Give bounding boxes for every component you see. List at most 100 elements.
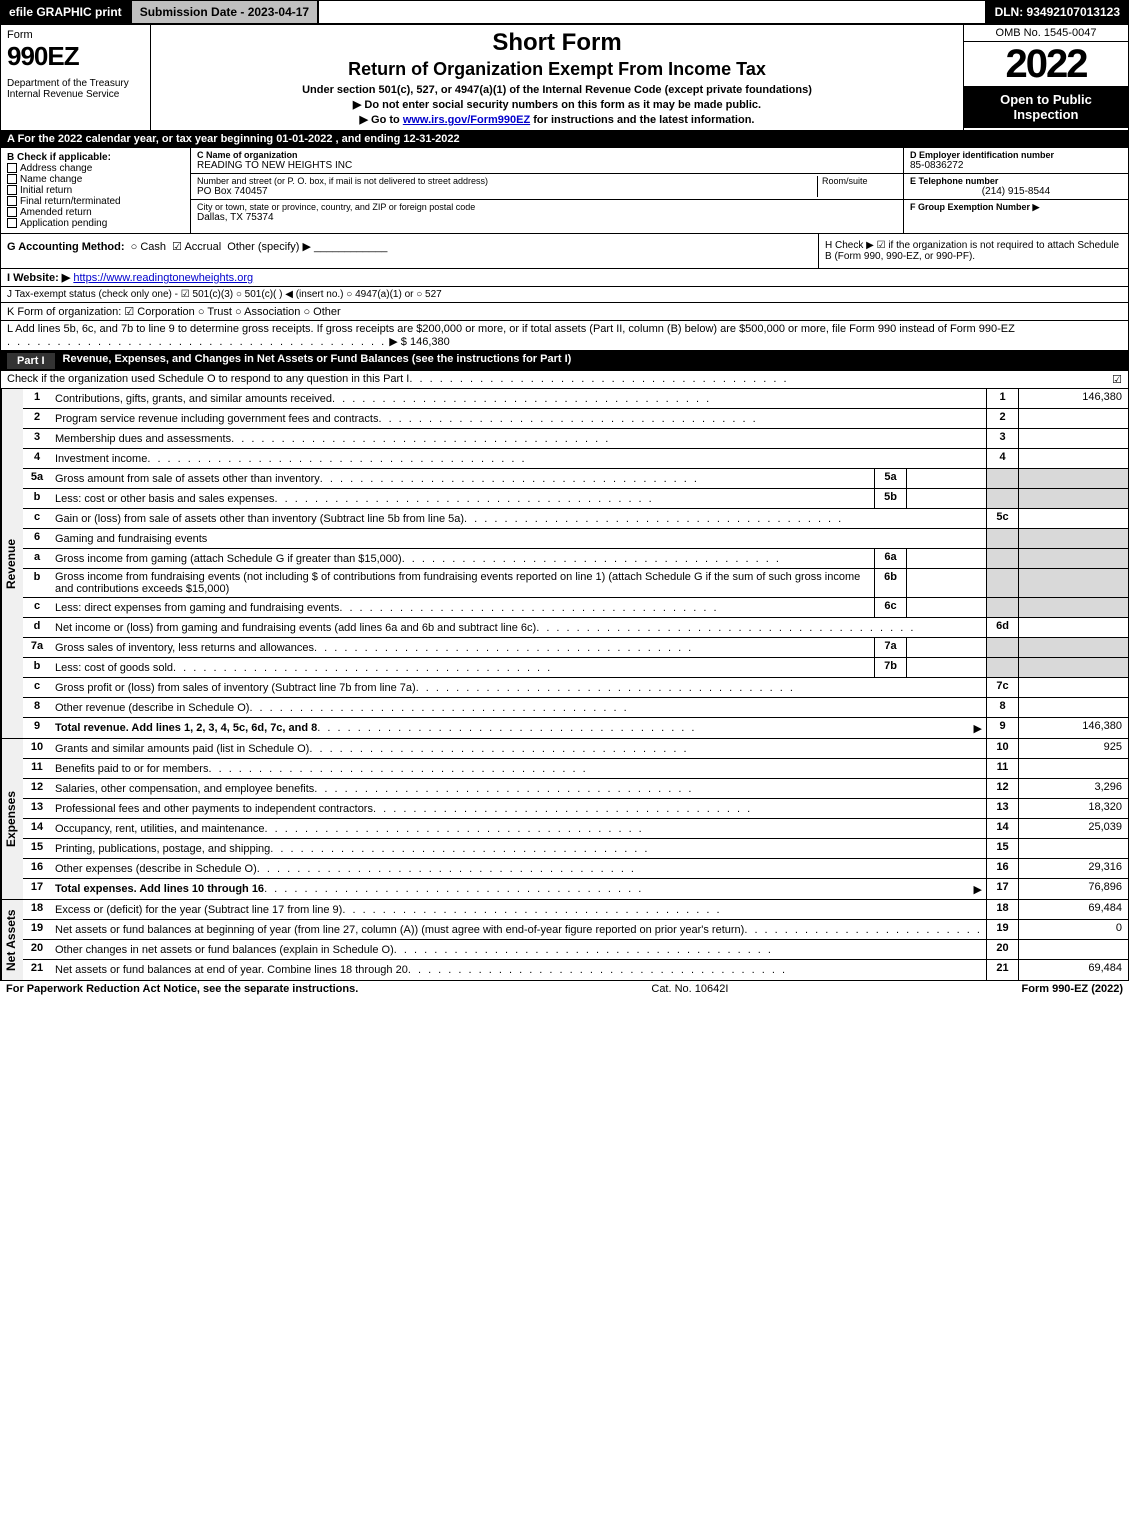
line-l-amount: ▶ $ 146,380 (389, 336, 449, 348)
line-b: bGross income from fundraising events (n… (23, 569, 1128, 598)
footer-mid: Cat. No. 10642I (651, 983, 728, 995)
header-mid: Short Form Return of Organization Exempt… (151, 25, 963, 130)
part1-check[interactable]: ☑ (1112, 374, 1122, 386)
line-desc: Less: direct expenses from gaming and fu… (51, 598, 874, 617)
revenue-tab: Revenue (1, 389, 23, 738)
b-label: B Check if applicable: (7, 152, 184, 163)
b-opt-final[interactable]: Final return/terminated (7, 196, 184, 207)
line-value (1018, 940, 1128, 959)
line-ref: 2 (986, 409, 1018, 428)
c-name-label: C Name of organization (197, 150, 897, 160)
line-c: cGross profit or (loss) from sales of in… (23, 678, 1128, 698)
line-ref: 11 (986, 759, 1018, 778)
line-value-shaded (1018, 529, 1128, 548)
line-2: 2Program service revenue including gover… (23, 409, 1128, 429)
part1-tag: Part I (7, 353, 55, 369)
line-ref-shaded (986, 658, 1018, 677)
line-value (1018, 678, 1128, 697)
line-ref: 17 (986, 879, 1018, 899)
line-desc: Occupancy, rent, utilities, and maintena… (51, 819, 986, 838)
b-opt-amended[interactable]: Amended return (7, 207, 184, 218)
line-value-shaded (1018, 569, 1128, 597)
line-ref-shaded (986, 529, 1018, 548)
section-f: F Group Exemption Number ▶ (904, 200, 1128, 233)
line-number: 21 (23, 960, 51, 980)
line-8: 8Other revenue (describe in Schedule O)8 (23, 698, 1128, 718)
part1-title: Revenue, Expenses, and Changes in Net As… (63, 353, 572, 369)
line-desc: Program service revenue including govern… (51, 409, 986, 428)
line-ref: 20 (986, 940, 1018, 959)
b-opt-initial[interactable]: Initial return (7, 185, 184, 196)
c-addr-row: Number and street (or P. O. box, if mail… (191, 174, 903, 200)
instructions-link-line: ▶ Go to www.irs.gov/Form990EZ for instru… (159, 113, 955, 126)
line-desc: Net assets or fund balances at beginning… (51, 920, 986, 939)
line-d: dNet income or (loss) from gaming and fu… (23, 618, 1128, 638)
line-ref-shaded (986, 638, 1018, 657)
subline-value (906, 598, 986, 617)
line-number: 1 (23, 389, 51, 408)
open-to-public: Open to Public Inspection (964, 86, 1128, 128)
line-number: 9 (23, 718, 51, 738)
line-desc: Gross income from gaming (attach Schedul… (51, 549, 874, 568)
line-number: 10 (23, 739, 51, 758)
line-14: 14Occupancy, rent, utilities, and mainte… (23, 819, 1128, 839)
line-number: 20 (23, 940, 51, 959)
c-city-label: City or town, state or province, country… (197, 202, 475, 212)
line-value-shaded (1018, 489, 1128, 508)
line-16: 16Other expenses (describe in Schedule O… (23, 859, 1128, 879)
line-number: a (23, 549, 51, 568)
b-opt-name[interactable]: Name change (7, 174, 184, 185)
line-ref: 14 (986, 819, 1018, 838)
org-city: Dallas, TX 75374 (197, 212, 475, 223)
footer: For Paperwork Reduction Act Notice, see … (0, 981, 1129, 997)
line-desc: Gain or (loss) from sale of assets other… (51, 509, 986, 528)
line-number: c (23, 509, 51, 528)
line-ref-shaded (986, 598, 1018, 617)
line-number: 6 (23, 529, 51, 548)
line-g: G Accounting Method: ○ Cash ☑ Accrual Ot… (1, 234, 818, 268)
line-a: A For the 2022 calendar year, or tax yea… (0, 131, 1129, 148)
omb-number: OMB No. 1545-0047 (964, 25, 1128, 42)
ein: 85-0836272 (910, 160, 1122, 171)
f-label: F Group Exemption Number ▶ (910, 202, 1122, 213)
expenses-tab: Expenses (1, 739, 23, 899)
line-desc: Other revenue (describe in Schedule O) (51, 698, 986, 717)
subtitle: Under section 501(c), 527, or 4947(a)(1)… (159, 84, 955, 96)
subline-value (906, 658, 986, 677)
line-a: aGross income from gaming (attach Schedu… (23, 549, 1128, 569)
line-value: 0 (1018, 920, 1128, 939)
room-label: Room/suite (822, 176, 897, 186)
website-link[interactable]: https://www.readingtonewheights.org (73, 272, 253, 284)
line-j: J Tax-exempt status (check only one) - ☑… (0, 287, 1129, 303)
b-opt-address[interactable]: Address change (7, 163, 184, 174)
footer-left: For Paperwork Reduction Act Notice, see … (6, 983, 358, 995)
line-desc: Gaming and fundraising events (51, 529, 986, 548)
section-d: D Employer identification number 85-0836… (904, 148, 1128, 174)
line-value-shaded (1018, 658, 1128, 677)
line-desc: Grants and similar amounts paid (list in… (51, 739, 986, 758)
submission-date: Submission Date - 2023-04-17 (131, 0, 318, 24)
line-number: b (23, 569, 51, 597)
line-h: H Check ▶ ☑ if the organization is not r… (818, 234, 1128, 268)
line-ref: 8 (986, 698, 1018, 717)
line-number: 12 (23, 779, 51, 798)
line-ref: 18 (986, 900, 1018, 919)
line-value: 25,039 (1018, 819, 1128, 838)
line-value: 146,380 (1018, 389, 1128, 408)
irs-link[interactable]: www.irs.gov/Form990EZ (403, 114, 530, 126)
line-ref: 21 (986, 960, 1018, 980)
line-value: 29,316 (1018, 859, 1128, 878)
subline-value (906, 638, 986, 657)
top-bar: efile GRAPHIC print Submission Date - 20… (0, 0, 1129, 24)
line-value (1018, 759, 1128, 778)
line-number: c (23, 678, 51, 697)
section-c: C Name of organization READING TO NEW HE… (191, 148, 903, 233)
part1-header: Part I Revenue, Expenses, and Changes in… (0, 351, 1129, 371)
line-ref-shaded (986, 569, 1018, 597)
line-17: 17Total expenses. Add lines 10 through 1… (23, 879, 1128, 899)
b-opt-pending[interactable]: Application pending (7, 218, 184, 229)
footer-right: Form 990-EZ (2022) (1022, 983, 1123, 995)
line-number: 2 (23, 409, 51, 428)
efile-label[interactable]: efile GRAPHIC print (0, 0, 131, 24)
c-city-row: City or town, state or province, country… (191, 200, 903, 225)
